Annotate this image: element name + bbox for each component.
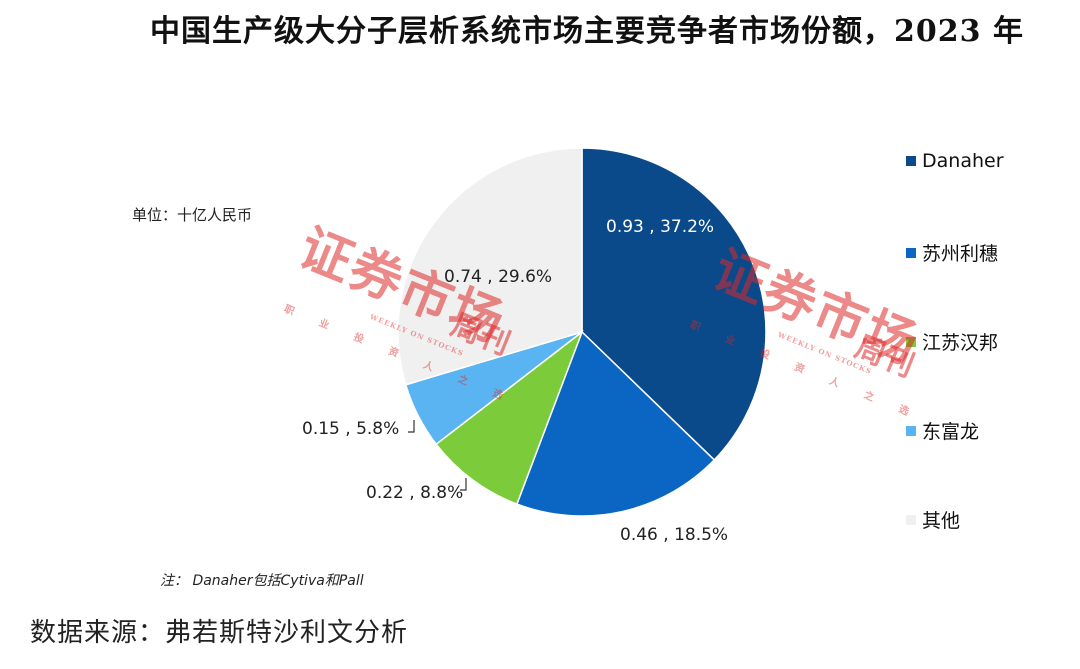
legend-item-danaher: Danaher (906, 150, 1004, 172)
legend-swatch (906, 247, 916, 258)
data-label-dongfulong: 0.15 , 5.8% (302, 419, 399, 439)
legend-label: 东富龙 (922, 421, 980, 443)
data-label-others: 0.74 , 29.6% (444, 267, 552, 287)
legend-swatch (906, 425, 916, 436)
leader-line-jiangsu-hanbang (460, 478, 467, 491)
data-source: 数据来源：弗若斯特沙利文分析 (30, 618, 409, 648)
data-label-suzhou-lisui: 0.46 , 18.5% (620, 525, 728, 545)
leader-line-dongfulong (408, 420, 415, 433)
legend-label: 其他 (922, 510, 961, 532)
legend-item-suzhou-lisui: 苏州利穗 (906, 239, 998, 266)
data-label-danaher: 0.93 , 37.2% (606, 217, 714, 237)
legend-swatch (906, 336, 916, 347)
legend-label: 苏州利穗 (922, 243, 999, 265)
legend-swatch (906, 156, 916, 166)
pie-slice-others (397, 147, 583, 386)
legend-label: Danaher (922, 150, 1004, 172)
data-label-jiangsu-hanbang: 0.22 , 8.8% (366, 483, 463, 503)
pie-slice-suzhou-lisui (515, 330, 716, 517)
legend-swatch (906, 514, 916, 525)
legend-item-others: 其他 (906, 506, 960, 533)
pie-slice-danaher (581, 147, 767, 462)
footnote: 注： Danaher包括Cytiva和Pall (160, 573, 364, 589)
legend-item-jiangsu-hanbang: 江苏汉邦 (906, 328, 998, 355)
chart-title: 中国生产级大分子层析系统市场主要竞争者市场份额，2023 年 (150, 14, 1024, 49)
unit-label: 单位：十亿人民币 (132, 206, 253, 224)
legend-item-dongfulong: 东富龙 (906, 417, 979, 444)
legend-label: 江苏汉邦 (922, 332, 999, 354)
pie-slice-jiangsu-hanbang (435, 329, 584, 506)
